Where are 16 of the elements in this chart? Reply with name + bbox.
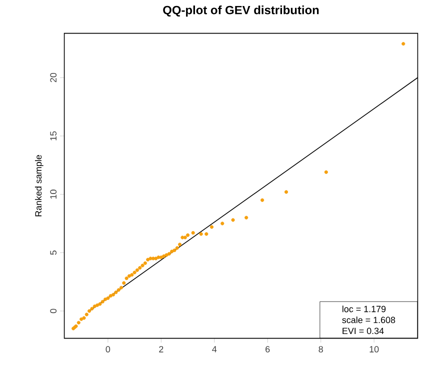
y-tick-label: 10 [50,190,57,199]
y-tick-label: 0 [50,308,57,314]
x-tick-label: 2 [159,346,164,352]
x-tick-label: 4 [212,346,217,352]
x-tick-label: 10 [370,346,379,352]
y-tick-label: 15 [50,131,57,140]
x-tick-label: 6 [266,346,270,352]
y-tick-label: 5 [50,250,57,255]
x-tick-label: 8 [318,346,323,352]
x-tick-label: 0 [106,346,110,352]
annotation: loc = 1.179 [342,306,386,312]
chart-title: QQ-plot of GEV distribution [163,6,319,17]
annotation: scale = 1.608 [342,316,396,324]
y-axis-title: Ranked sample [34,155,44,216]
annotation: EVI = 0.34 [342,328,384,334]
y-tick-label: 20 [50,72,57,82]
